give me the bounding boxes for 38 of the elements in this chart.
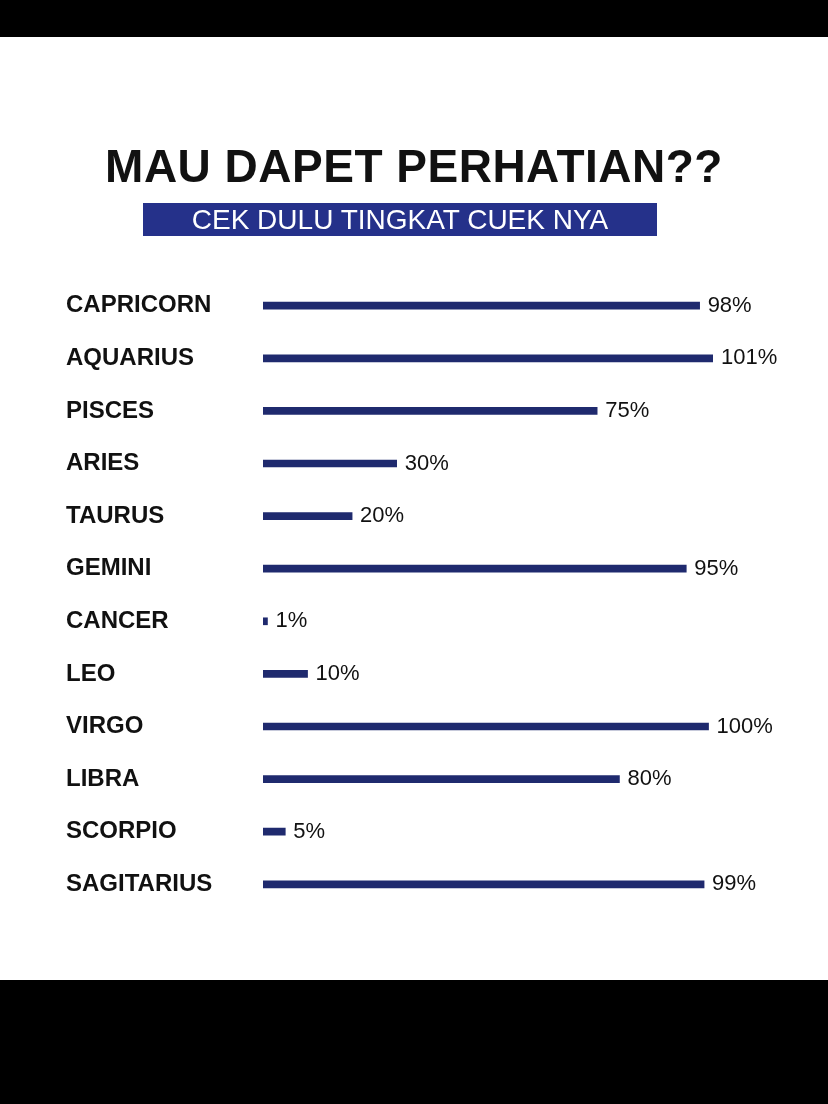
chart-subtitle: CEK DULU TINGKAT CUEK NYA <box>143 203 657 236</box>
data-label: 95% <box>694 554 739 580</box>
bar <box>263 354 713 363</box>
data-label: 75% <box>605 396 650 422</box>
y-tick-label: TAURUS <box>66 500 165 528</box>
bar <box>263 617 268 626</box>
bar <box>263 775 620 783</box>
y-tick-label: LIBRA <box>66 763 140 791</box>
bar <box>263 512 353 520</box>
data-label: 30% <box>404 449 449 475</box>
bar <box>263 459 397 468</box>
bar <box>263 827 286 836</box>
bar <box>263 407 598 415</box>
data-label: 98% <box>707 291 752 317</box>
data-label: 5% <box>293 817 326 843</box>
y-tick-label: PISCES <box>66 395 155 423</box>
data-label: 10% <box>315 659 360 685</box>
y-tick-label: VIRGO <box>66 711 144 739</box>
y-tick-label: ARIES <box>66 448 140 476</box>
bar <box>263 880 705 889</box>
y-tick-label: GEMINI <box>66 553 152 581</box>
y-tick-label: AQUARIUS <box>66 342 195 370</box>
data-label: 99% <box>712 870 757 896</box>
bar <box>263 722 709 731</box>
y-tick-label: SAGITARIUS <box>66 868 213 896</box>
y-tick-label: LEO <box>66 658 116 686</box>
chart-title: MAU DAPET PERHATIAN?? <box>104 139 724 193</box>
data-label: 101% <box>721 344 778 370</box>
y-tick-label: SCORPIO <box>66 816 177 844</box>
data-label: 100% <box>716 712 773 738</box>
data-label: 1% <box>275 607 308 633</box>
y-tick-label: CANCER <box>66 605 169 633</box>
bar <box>263 670 308 678</box>
data-label: 80% <box>627 765 672 791</box>
bar <box>263 564 687 573</box>
y-tick-label: CAPRICORN <box>66 290 212 318</box>
data-label: 20% <box>360 502 405 528</box>
bar <box>263 301 700 310</box>
